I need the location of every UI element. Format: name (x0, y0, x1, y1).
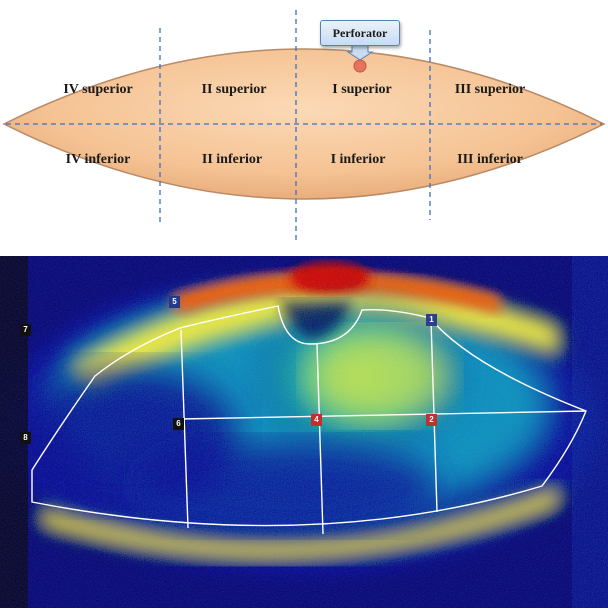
right-edge-bright (572, 256, 608, 608)
scan-marker-1: 1 (426, 314, 437, 326)
tracing-vertical-1 (180, 329, 189, 529)
perfusion-scan-image: 1 2 4 5 6 7 8 (0, 256, 608, 608)
scan-marker-8: 8 (20, 432, 31, 444)
zone-label-i-inferior: I inferior (330, 152, 386, 167)
zone-label-iv-inferior: IV inferior (65, 152, 131, 167)
zone-label-iii-superior: III superior (454, 82, 526, 97)
scan-marker-6: 6 (173, 418, 184, 430)
perforator-hotspot (290, 262, 370, 294)
scan-background-group (0, 256, 608, 608)
perfusion-scan-svg (0, 256, 608, 608)
flap-tracing-outline (31, 305, 587, 527)
scan-marker-2: 2 (426, 414, 437, 426)
umbilicus-shadow (280, 301, 352, 340)
flap-zone-diagram: Perforator IV superior II superior I sup… (0, 0, 608, 248)
zone-label-ii-superior: II superior (201, 82, 267, 97)
zone-label-iv-superior: IV superior (63, 82, 133, 97)
tracing-horizontal (179, 410, 587, 420)
zone-dividers (6, 10, 602, 240)
central-yellow-glow (310, 331, 450, 421)
tracing-vertical-2 (316, 343, 324, 535)
upper-hot-band (170, 271, 500, 314)
zone-label-iii-inferior: III inferior (457, 152, 523, 167)
perforator-callout: Perforator (320, 20, 400, 46)
scan-marker-4: 4 (311, 414, 322, 426)
scan-marker-7: 7 (20, 324, 31, 336)
callout-arrow (346, 44, 374, 61)
flap-ellipse-svg (2, 10, 606, 240)
zone-label-i-superior: I superior (332, 82, 392, 97)
zone-label-ii-inferior: II inferior (201, 152, 263, 167)
perforator-dot (353, 59, 367, 73)
scan-marker-5: 5 (169, 296, 180, 308)
lower-dark-region (140, 441, 440, 531)
lower-perfusion-band (40, 486, 560, 560)
